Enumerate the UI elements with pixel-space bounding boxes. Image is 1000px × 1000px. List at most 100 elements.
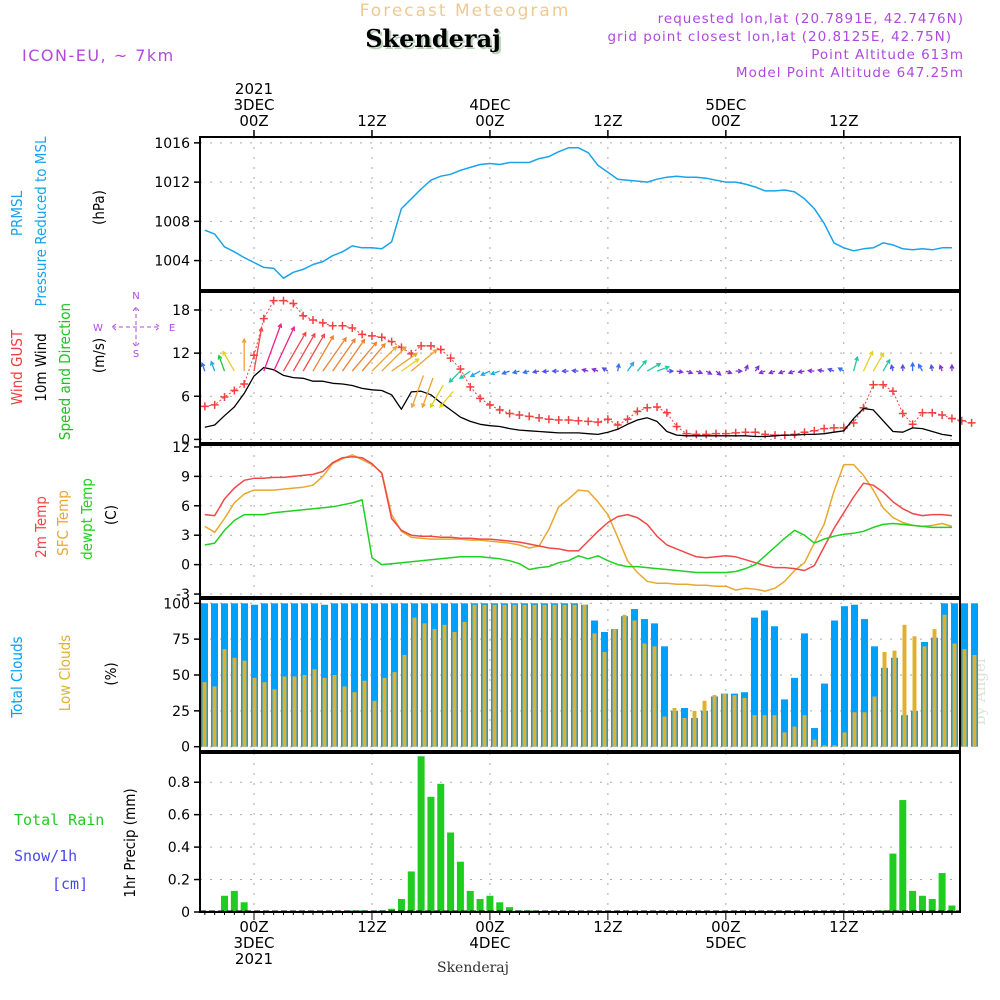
sfc-temp-label: SFC Temp <box>54 490 72 556</box>
precip-axis-label: 1hr Precip (mm) <box>121 788 139 897</box>
wind-direction-arrow <box>601 367 609 372</box>
wind-direction-arrow <box>918 363 924 372</box>
total-cloud-bar <box>321 604 328 747</box>
wind-direction-arrow <box>217 354 226 372</box>
gust-marker <box>308 316 317 325</box>
gust-marker <box>564 415 573 424</box>
wind-direction-arrow <box>882 358 891 372</box>
low-cloud-bar <box>662 716 667 747</box>
top-axis-label: 00Z <box>475 112 504 130</box>
y-tick-label: 3 <box>181 528 190 544</box>
wind-10m-label: 10m Wind <box>32 333 50 402</box>
wind-direction-arrow <box>827 367 835 373</box>
low-cloud-bar <box>242 660 247 747</box>
low-cloud-bar <box>442 624 447 747</box>
low-cloud-bar <box>912 636 917 747</box>
wind-direction-label: Speed and Direction <box>56 303 74 440</box>
gust-marker <box>358 330 367 339</box>
wind-direction-arrow <box>806 368 815 374</box>
wind-direction-arrow <box>341 338 366 372</box>
gust-marker <box>230 386 239 395</box>
top-axis-label: 12Z <box>357 112 386 130</box>
panel-frame <box>199 136 961 291</box>
y-tick-label: 0 <box>181 558 190 574</box>
bottom-axis-label: 12Z <box>357 918 386 936</box>
ticks-layer: 1004100810121016061218-30369120255075100… <box>154 80 953 968</box>
gust-marker <box>220 392 229 401</box>
top-axis-label: 2021 <box>235 80 273 98</box>
y-tick-label: 12 <box>172 440 190 456</box>
low-cloud-bar <box>972 654 977 747</box>
low-cloud-bar <box>482 604 487 747</box>
low-cloud-bar <box>552 604 557 747</box>
low-cloud-bar <box>882 652 887 747</box>
total-cloud-bar <box>841 606 848 747</box>
pressure-line <box>204 147 952 279</box>
gust-marker <box>908 420 917 429</box>
low-cloud-bar <box>802 715 807 747</box>
low-cloud-bar <box>322 677 327 747</box>
low-cloud-bar <box>692 710 697 747</box>
wind-unit: (m/s) <box>90 338 108 373</box>
rain-bar <box>899 800 907 912</box>
gust-marker <box>928 408 937 417</box>
low-cloud-bar <box>762 715 767 747</box>
gust-marker <box>436 345 445 354</box>
gust-marker <box>888 387 897 396</box>
low-cloud-bar <box>272 689 277 747</box>
low-cloud-bar <box>842 732 847 747</box>
total-cloud-bar <box>381 603 388 747</box>
wind-direction-arrow <box>263 322 283 372</box>
y-tick-label: 0 <box>181 905 190 921</box>
y-tick-label: 1004 <box>154 254 190 270</box>
gust-marker <box>623 415 632 424</box>
total-cloud-bar <box>771 626 778 747</box>
gust-marker <box>446 354 455 363</box>
gust-marker <box>525 412 534 421</box>
gust-marker <box>859 403 868 412</box>
low-cloud-bar <box>382 677 387 747</box>
wind-direction-arrow <box>522 369 530 375</box>
y-tick-label: 75 <box>172 632 190 648</box>
requested-coords: requested lon,lat (20.7891E, 42.7476N) <box>658 11 964 27</box>
gust-marker <box>269 296 278 305</box>
gust-marker <box>485 400 494 409</box>
low-cloud-bar <box>952 643 957 747</box>
clouds-unit: (%) <box>102 662 120 685</box>
low-cloud-bar <box>792 726 797 747</box>
wind-direction-arrow <box>253 326 264 372</box>
total-cloud-bar <box>751 617 758 747</box>
wind-direction-arrow <box>754 365 760 372</box>
gust-marker <box>869 380 878 389</box>
gust-marker <box>633 407 642 416</box>
wind-direction-arrow <box>469 370 481 378</box>
low-cloud-bar <box>812 739 817 747</box>
gust-marker <box>820 424 829 433</box>
gust-marker <box>387 337 396 346</box>
low-cloud-bar <box>862 712 867 747</box>
low-cloud-bar <box>632 620 637 747</box>
low-cloud-bar <box>572 604 577 747</box>
gust-marker <box>338 321 347 330</box>
wind-direction-arrow <box>371 345 398 372</box>
dewpt-temp-label: dewpt Temp <box>78 478 96 560</box>
gust-marker <box>682 429 691 438</box>
low-cloud-bar <box>372 700 377 747</box>
low-cloud-bar <box>962 649 967 747</box>
low-cloud-bar <box>892 650 897 747</box>
rain-bar <box>506 907 514 912</box>
gust-marker <box>692 430 701 439</box>
wind-direction-arrow <box>312 334 334 372</box>
gust-marker <box>515 410 524 419</box>
grid-layer <box>200 137 960 913</box>
gust-marker <box>210 400 219 409</box>
low-cloud-bar <box>212 686 217 747</box>
low-cloud-bar <box>362 680 367 747</box>
bottom-axis-label: 4DEC <box>469 934 510 952</box>
rain-bar <box>909 890 917 912</box>
low-clouds-label: Low Clouds <box>56 635 74 711</box>
gust-marker <box>466 382 475 391</box>
total-cloud-bar <box>271 603 278 747</box>
model-label: ICON-EU, ~ 7km <box>22 46 175 65</box>
low-cloud-bar <box>402 654 407 747</box>
